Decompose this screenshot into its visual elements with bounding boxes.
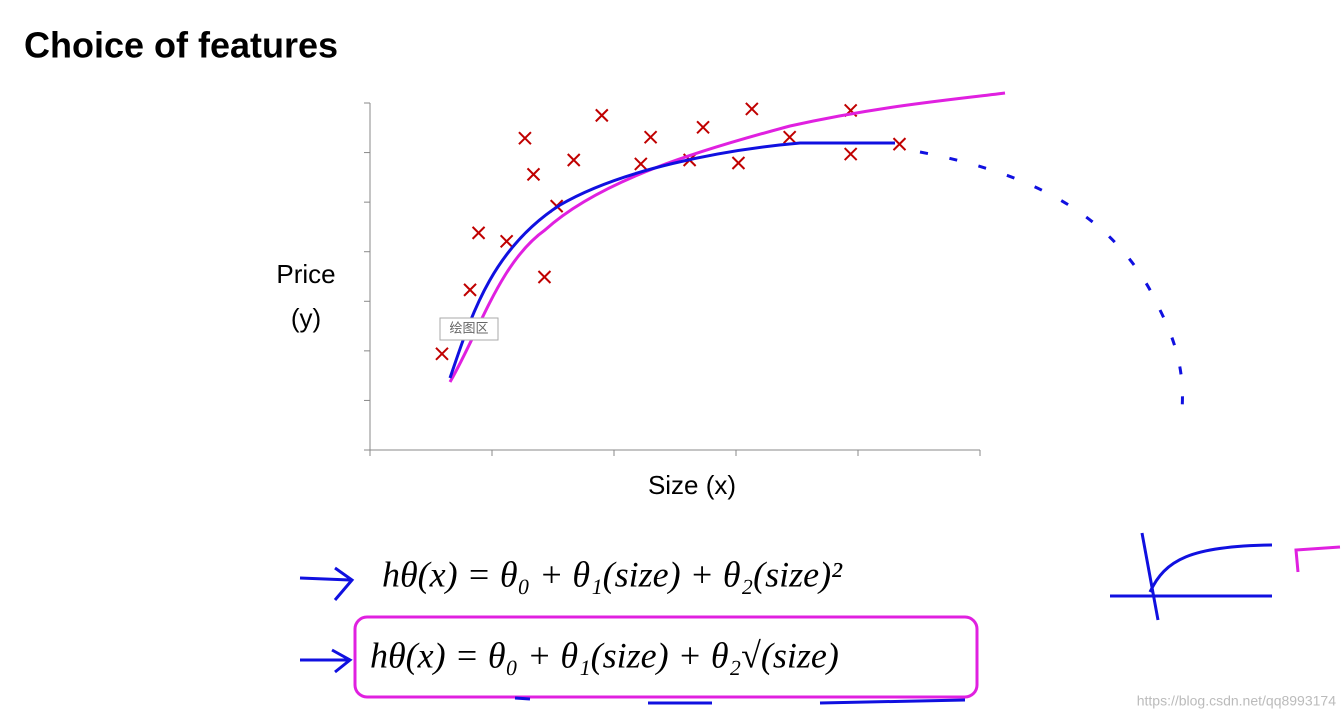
highlight-box [353, 615, 979, 699]
arrow [300, 648, 353, 674]
data-point [731, 156, 746, 170]
x-axis-label: Size (x) [648, 470, 736, 500]
data-point [499, 234, 514, 249]
data-point [463, 283, 477, 297]
arrow [299, 566, 355, 601]
data-point [567, 153, 581, 167]
watermark: https://blog.csdn.net/qq8993174 [1137, 693, 1336, 709]
sqrt-fit-curve [448, 91, 1006, 383]
data-point [537, 270, 552, 284]
formula: hθ(x) = θ₀ + θ₁(size) + θ₂√(size) [370, 635, 839, 675]
slide-title: Choice of features [24, 25, 338, 66]
plot [364, 102, 981, 456]
data-point [595, 108, 609, 123]
data-point [745, 102, 759, 116]
data-point [892, 137, 907, 151]
formula: hθ(x) = θ₀ + θ₁(size) + θ₂(size)² [382, 554, 843, 594]
sketch [1110, 532, 1273, 621]
quadratic-fit-curve [448, 141, 895, 379]
data-point [435, 347, 449, 361]
tooltip: 绘图区 [449, 320, 488, 335]
data-point [526, 167, 541, 182]
data-point [843, 147, 858, 161]
data-point [643, 130, 658, 144]
data-point [471, 226, 486, 240]
y-axis-label: Price [276, 259, 335, 289]
data-point [782, 130, 797, 144]
data-point [696, 120, 710, 134]
tooltip-box [439, 317, 499, 341]
data-point [518, 131, 532, 145]
sketch [1294, 545, 1341, 573]
data-point [634, 157, 648, 171]
y-axis-label: (y) [291, 303, 321, 333]
quadratic-extrapolation [919, 150, 1184, 411]
underline [514, 696, 966, 705]
